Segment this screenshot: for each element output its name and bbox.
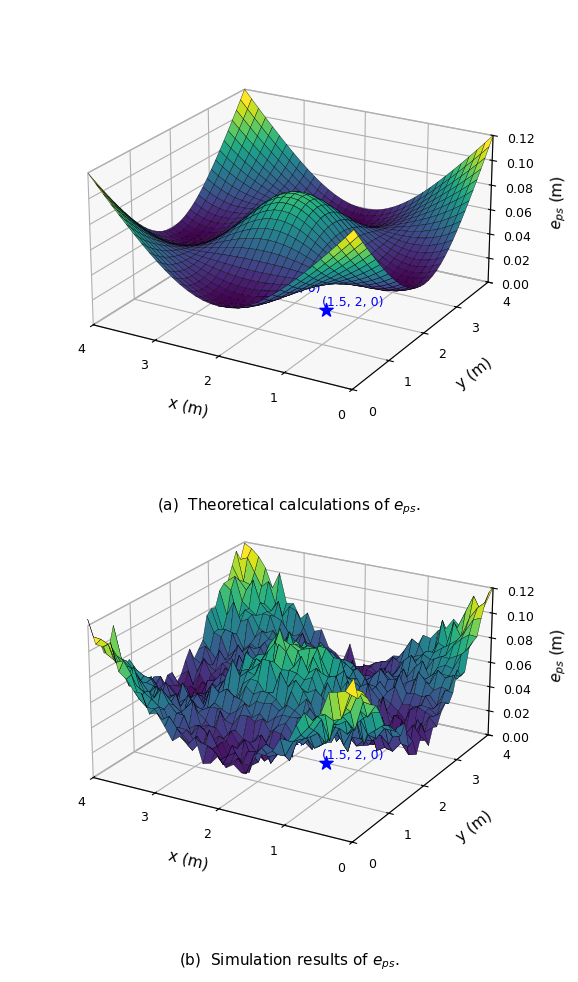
X-axis label: x (m): x (m)	[166, 396, 210, 419]
Text: (b)  Simulation results of $e_{ps}$.: (b) Simulation results of $e_{ps}$.	[179, 952, 399, 972]
Text: (a)  Theoretical calculations of $e_{ps}$.: (a) Theoretical calculations of $e_{ps}$…	[157, 496, 421, 517]
Y-axis label: y (m): y (m)	[454, 355, 495, 392]
Y-axis label: y (m): y (m)	[454, 808, 495, 845]
X-axis label: x (m): x (m)	[166, 848, 210, 872]
